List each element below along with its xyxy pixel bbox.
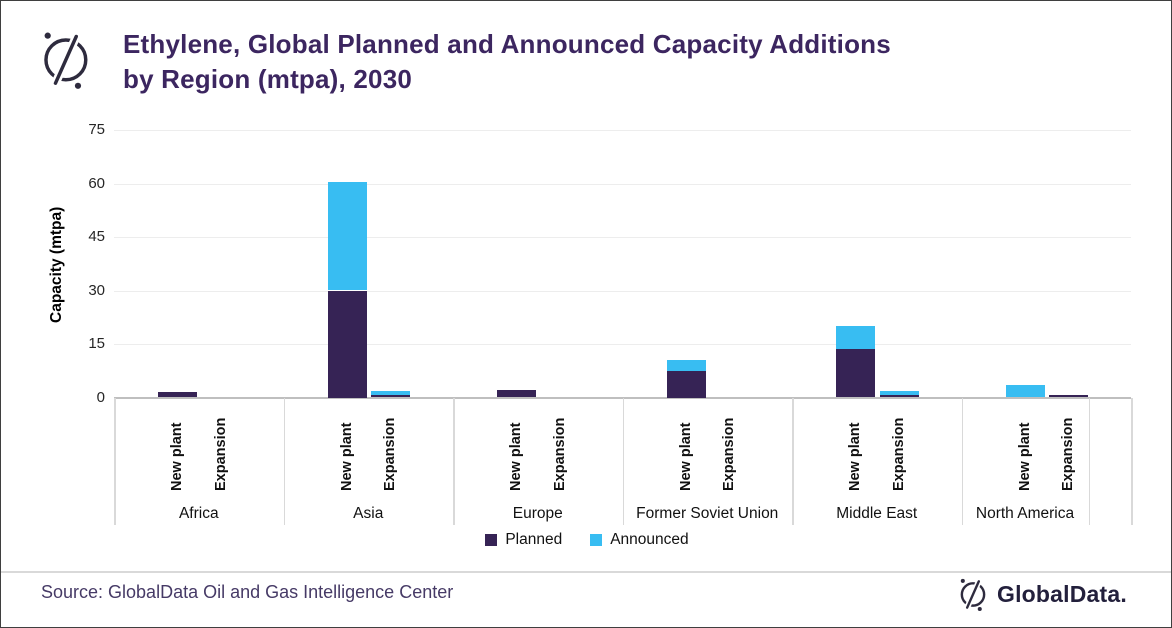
bar-asia-expansion-announced <box>371 391 410 395</box>
category-separator-1 <box>283 398 285 525</box>
bar-label-north-america-expansion: Expansion <box>1060 417 1076 491</box>
bar-middle-east-new-plant-announced <box>836 326 875 350</box>
gridline-45 <box>114 237 1131 238</box>
bar-label-europe-expansion: Expansion <box>551 417 568 491</box>
page-title-line1: Ethylene, Global Planned and Announced C… <box>123 29 891 59</box>
bar-label-europe-new-plant: New plant <box>508 422 524 491</box>
bar-europe-new-plant-planned <box>497 390 536 398</box>
bar-north-america-new-plant-announced <box>1005 385 1045 398</box>
globaldata-logo-icon <box>960 578 986 612</box>
region-label-africa: Africa <box>178 505 219 522</box>
bar-label-north-america-new-plant: New plant <box>1016 422 1033 491</box>
bar-label-former-soviet-union-expansion: Expansion <box>721 417 737 491</box>
y-tick-label-60: 60 <box>88 174 105 192</box>
bar-asia-new-plant-planned <box>327 290 367 398</box>
legend: Planned Announced <box>1 529 1171 551</box>
category-separator-3 <box>622 398 624 525</box>
source-text: Source: GlobalData Oil and Gas Intellige… <box>41 582 454 602</box>
legend-swatch-planned <box>485 534 498 546</box>
region-label-north-america: North America <box>975 505 1075 522</box>
bar-label-africa-new-plant: New plant <box>169 422 185 491</box>
page-title: Ethylene, Global Planned and Announced C… <box>123 27 891 97</box>
page-title-line2: by Region (mtpa), 2030 <box>123 64 413 94</box>
category-separator-6 <box>1088 398 1090 525</box>
region-label-asia: Asia <box>353 505 384 522</box>
y-tick-label-15: 15 <box>88 335 105 352</box>
legend-swatch-announced <box>590 534 603 546</box>
bar-label-africa-expansion: Expansion <box>212 417 229 491</box>
bar-middle-east-expansion-planned <box>879 395 919 398</box>
bar-north-america-expansion-planned <box>1049 395 1088 398</box>
gridline-75 <box>114 130 1131 131</box>
gridline-60 <box>114 183 1131 185</box>
bar-middle-east-new-plant-planned <box>836 349 875 398</box>
legend-item-announced: Announced <box>590 531 689 549</box>
region-label-former-soviet-union: Former Soviet Union <box>636 505 779 522</box>
y-tick-label-75: 75 <box>88 121 105 138</box>
category-separator-5 <box>961 398 963 525</box>
bar-former-soviet-union-new-plant-announced <box>666 360 706 371</box>
category-separator-7 <box>1131 398 1133 525</box>
region-label-middle-east: Middle East <box>836 505 918 522</box>
y-tick-label-0: 0 <box>96 388 105 406</box>
bar-label-asia-expansion: Expansion <box>382 417 398 491</box>
category-separator-2 <box>453 398 455 525</box>
bar-africa-new-plant-planned <box>158 392 197 398</box>
bar-middle-east-expansion-announced <box>879 391 919 396</box>
category-separator-0 <box>114 398 116 525</box>
y-tick-label-45: 45 <box>88 228 105 245</box>
legend-label-planned: Planned <box>505 531 563 548</box>
gridline-15 <box>114 344 1131 345</box>
bar-label-middle-east-expansion: Expansion <box>890 417 907 491</box>
globaldata-compass-icon <box>44 32 88 89</box>
bar-label-middle-east-new-plant: New plant <box>847 422 863 491</box>
bar-label-asia-new-plant: New plant <box>338 422 355 491</box>
y-tick-label-30: 30 <box>88 281 105 299</box>
region-label-europe: Europe <box>512 505 563 522</box>
bar-former-soviet-union-new-plant-planned <box>666 370 706 398</box>
legend-item-planned: Planned <box>485 531 562 549</box>
bar-asia-expansion-planned <box>371 394 410 398</box>
legend-label-announced: Announced <box>610 531 689 548</box>
footer-divider <box>1 571 1171 573</box>
globaldata-logo: GlobalData. <box>957 576 1127 612</box>
bar-label-former-soviet-union-new-plant: New plant <box>677 422 694 491</box>
bar-asia-new-plant-announced <box>327 181 367 291</box>
category-separator-4 <box>792 398 794 525</box>
gridline-30 <box>114 290 1131 292</box>
globaldata-logo-text: GlobalData. <box>996 580 1127 607</box>
